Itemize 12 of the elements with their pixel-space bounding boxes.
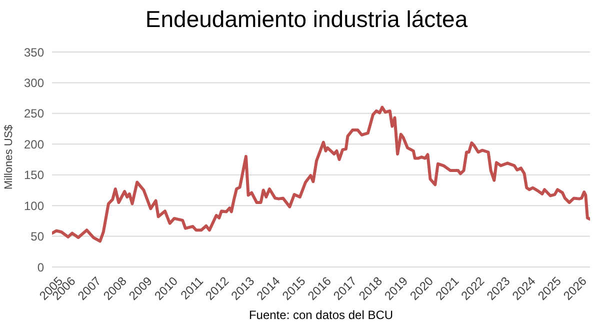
source-note: Fuente: con datos del BCU: [248, 308, 394, 322]
y-tick-label: 350: [24, 45, 44, 60]
y-tick-label: 200: [24, 137, 44, 152]
y-axis-title: Millones US$: [2, 124, 15, 190]
y-tick-label: 100: [24, 198, 44, 213]
y-tick-label: 150: [24, 168, 44, 182]
line-series: [52, 106, 590, 243]
y-tick-label: 250: [24, 106, 44, 121]
y-tick-label: 0: [37, 260, 44, 274]
y-tick-label: 300: [24, 76, 44, 90]
chart-title: Endeudamiento industria láctea: [144, 6, 469, 33]
y-tick-label: 50: [30, 230, 44, 244]
